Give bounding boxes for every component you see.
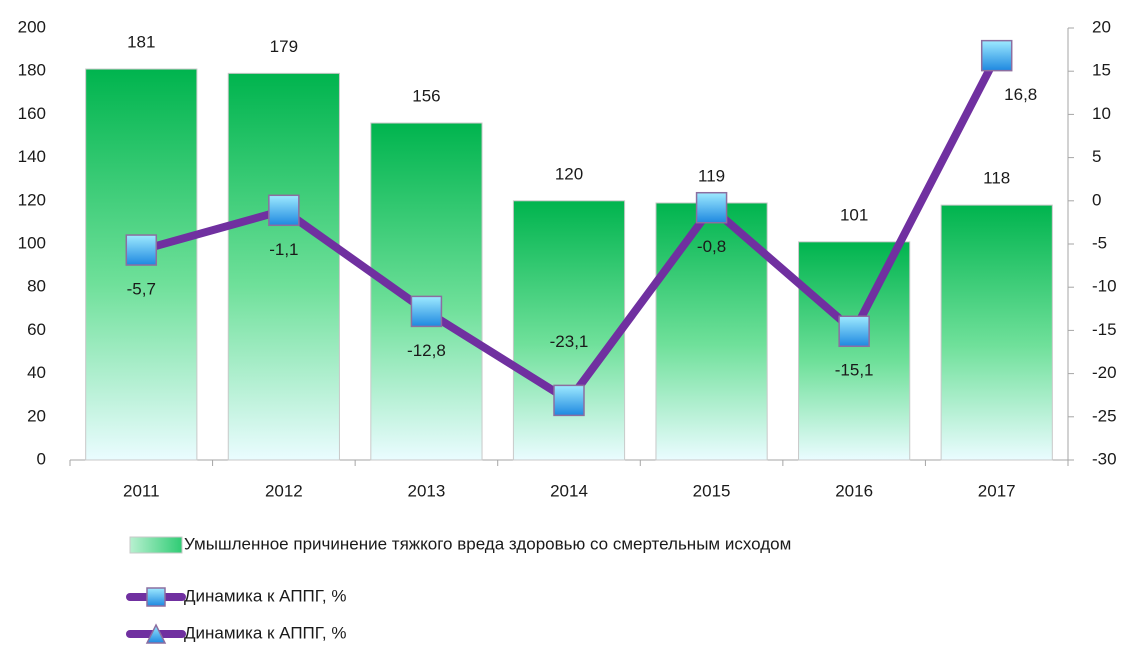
y2-tick-label: 5 [1092,147,1101,166]
line-value-label: -23,1 [550,332,589,351]
line-marker [553,384,585,417]
x-tick-label: 2015 [693,481,731,500]
y-tick-label: 180 [18,61,46,80]
legend-swatch [129,536,183,554]
bar [798,241,911,461]
y2-tick-label: 20 [1092,17,1111,36]
x-tick-label: 2013 [408,481,446,500]
y-tick-label: 20 [27,406,46,425]
bar-value-label: 120 [555,164,583,183]
line-marker [980,39,1013,72]
y2-tick-label: -5 [1092,233,1107,252]
bar [370,122,483,461]
x-tick-label: 2017 [978,481,1016,500]
y-tick-label: 60 [27,320,46,339]
bar-value-label: 119 [698,166,725,185]
line-value-label: -5,7 [127,280,156,299]
line-marker [268,194,300,227]
line-marker [695,191,728,224]
line-value-label: 16,8 [1004,85,1037,104]
y-tick-label: 200 [18,17,46,36]
line-marker [125,234,158,266]
y-tick-label: 40 [27,363,46,382]
x-tick-label: 2016 [835,481,873,500]
line-value-label: -12,8 [407,341,446,360]
bar-value-label: 181 [127,33,155,52]
legend-label: Умышленное причинение тяжкого вреда здор… [184,534,791,553]
y-tick-label: 100 [18,233,46,252]
y2-tick-label: -15 [1092,320,1117,339]
bar [227,72,340,461]
bar-value-label: 156 [412,87,440,106]
bar-value-label: 118 [983,169,1010,188]
y2-tick-label: -30 [1092,449,1117,468]
legend-marker [146,587,166,607]
y2-tick-label: 15 [1092,61,1111,80]
y-tick-label: 80 [27,277,46,296]
y2-tick-label: -25 [1092,406,1117,425]
line-marker [838,315,870,348]
bar [940,204,1053,461]
bar [655,202,768,461]
y2-tick-label: -20 [1092,363,1117,382]
x-tick-label: 2012 [265,481,303,500]
legend-label: Динамика к АППГ, % [184,586,346,605]
line-value-label: -15,1 [835,361,874,380]
bar-value-label: 101 [840,205,868,224]
y2-tick-label: -10 [1092,277,1117,296]
bar-value-label: 179 [270,37,298,56]
y-tick-label: 0 [37,449,46,468]
legend-label: Динамика к АППГ, % [184,623,346,642]
y-tick-label: 160 [18,104,46,123]
line-marker [410,295,443,328]
legend-marker [145,623,167,644]
y-tick-label: 140 [18,147,46,166]
x-tick-label: 2014 [550,481,588,500]
line-value-label: -1,1 [269,240,298,259]
line-value-label: -0,8 [697,237,726,256]
y2-tick-label: 0 [1092,190,1101,209]
bar [512,200,626,461]
y2-tick-label: 10 [1092,104,1111,123]
x-tick-label: 2011 [123,481,160,500]
y-tick-label: 120 [18,190,46,209]
